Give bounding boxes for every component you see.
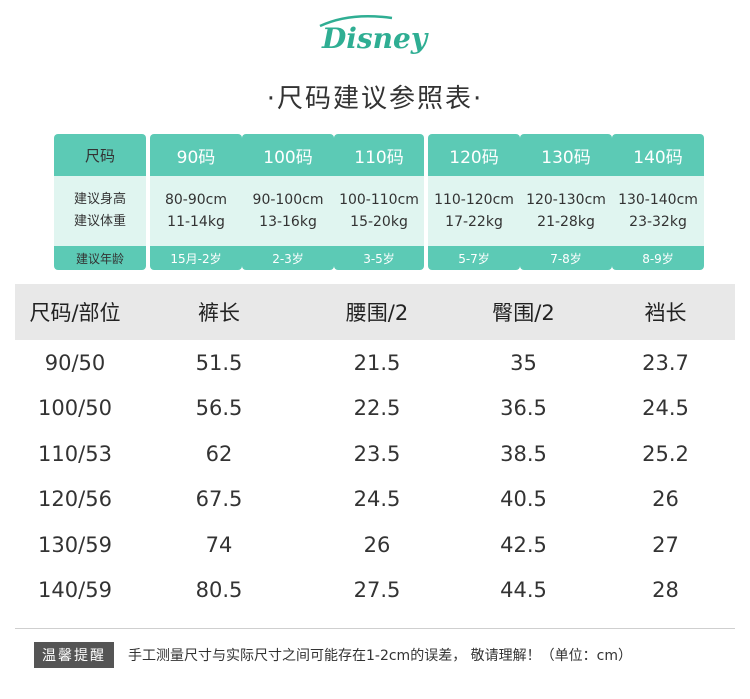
table-header: 尺码/部位 裤长 腰围/2 臀围/2 裆长 (15, 284, 735, 340)
table-cell: 23.5 (353, 441, 401, 466)
suggestion-column: 130码 120-130cm 21-28kg 7-8岁 (520, 134, 612, 270)
notice: 温馨提醒 手工测量尺寸与实际尺寸之间可能存在1-2cm的误差， 敬请理解！（单位… (34, 642, 632, 668)
suggestion-column: 90码 80-90cm 11-14kg 15月-2岁 (150, 134, 242, 270)
disney-logo: Disney (0, 8, 750, 60)
table-cell: 26 (363, 532, 391, 557)
table-cell: 27 (652, 532, 679, 557)
suggestion-column: 110码 100-110cm 15-20kg 3-5岁 (334, 134, 424, 270)
suggestion-column: 120码 110-120cm 17-22kg 5-7岁 (428, 134, 520, 270)
size-value: 90码 (150, 134, 242, 176)
height-label: 建议身高 (73, 192, 126, 207)
size-value: 120码 (428, 134, 520, 176)
suggestion-label-column: 尺码建议身高建议体重建议年龄 (54, 134, 146, 270)
size-label: 尺码 (54, 134, 146, 176)
height-value: 110-120cm (434, 192, 514, 208)
weight-value: 21-28kg (537, 214, 595, 230)
table-row: 140/59 80.5 27.5 44.5 28 (15, 568, 735, 614)
table-cell: 120/56 (38, 487, 112, 512)
table-cell: 36.5 (500, 396, 547, 421)
table-cell: 140/59 (38, 578, 112, 603)
weight-value: 11-14kg (167, 214, 225, 230)
table-cell: 130/59 (38, 532, 112, 557)
divider (15, 628, 735, 629)
size-value: 110码 (334, 134, 424, 176)
age-value: 3-5岁 (334, 246, 424, 270)
table-cell: 24.5 (353, 487, 401, 512)
suggestion-values: 100-110cm 15-20kg (334, 176, 424, 246)
column-header: 腰围/2 (345, 301, 409, 325)
table-cell: 67.5 (195, 487, 243, 512)
table-row: 130/59 74 26 42.5 27 (15, 522, 735, 568)
table-cell: 62 (205, 441, 233, 466)
measurement-table: 尺码/部位 裤长 腰围/2 臀围/2 裆长 90/50 51.5 21.5 35 23.7 100… (15, 284, 735, 613)
suggestion-values: 110-120cm 17-22kg (428, 176, 520, 246)
table-cell: 44.5 (500, 578, 547, 603)
column-header: 尺码/部位 (29, 301, 121, 325)
weight-label: 建议体重 (73, 214, 126, 229)
age-value: 5-7岁 (428, 246, 520, 270)
table-cell: 42.5 (500, 532, 547, 557)
table-cell: 24.5 (642, 396, 689, 421)
age-label: 建议年龄 (54, 246, 146, 270)
weight-value: 13-16kg (259, 214, 317, 230)
table-cell: 100/50 (38, 396, 112, 421)
table-cell: 26 (652, 487, 679, 512)
table-row: 100/50 56.5 22.5 36.5 24.5 (15, 386, 735, 432)
age-value: 7-8岁 (520, 246, 612, 270)
table-row: 110/53 62 23.5 38.5 25.2 (15, 431, 735, 477)
column-header: 裤长 (198, 301, 240, 325)
height-value: 90-100cm (252, 192, 324, 208)
table-cell: 23.7 (642, 350, 689, 375)
suggestion-values: 80-90cm 11-14kg (150, 176, 242, 246)
age-value: 15月-2岁 (150, 246, 242, 270)
height-value: 130-140cm (618, 192, 698, 208)
table-cell: 25.2 (642, 441, 689, 466)
height-value: 120-130cm (526, 192, 606, 208)
table-row: 90/50 51.5 21.5 35 23.7 (15, 340, 735, 386)
table-cell: 74 (205, 532, 233, 557)
table-cell: 80.5 (195, 578, 243, 603)
age-value: 2-3岁 (242, 246, 334, 270)
table-cell: 28 (652, 578, 679, 603)
table-cell: 51.5 (195, 350, 243, 375)
table-row: 120/56 67.5 24.5 40.5 26 (15, 477, 735, 523)
suggestion-values: 130-140cm 23-32kg (612, 176, 704, 246)
suggestion-column: 140码 130-140cm 23-32kg 8-9岁 (612, 134, 704, 270)
weight-value: 17-22kg (445, 214, 503, 230)
table-cell: 35 (510, 350, 537, 375)
table-cell: 27.5 (353, 578, 401, 603)
suggestion-values: 120-130cm 21-28kg (520, 176, 612, 246)
table-cell: 21.5 (353, 350, 401, 375)
size-value: 100码 (242, 134, 334, 176)
suggestion-labels: 建议身高 建议体重 (54, 176, 146, 246)
table-cell: 110/53 (38, 441, 112, 466)
logo-text: Disney (321, 22, 429, 55)
table-cell: 22.5 (353, 396, 401, 421)
size-suggestion-grid: 尺码 建议身高 建议体重 建议年龄 90码 80-90cm 11-14kg 15月-2岁 100… (54, 134, 704, 270)
page-title: ·尺码建议参照表· (266, 84, 484, 114)
weight-value: 23-32kg (629, 214, 687, 230)
weight-value: 15-20kg (350, 214, 408, 230)
size-value: 130码 (520, 134, 612, 176)
table-cell: 38.5 (500, 441, 547, 466)
height-value: 80-90cm (164, 192, 227, 208)
table-cell: 40.5 (500, 487, 547, 512)
age-value: 8-9岁 (612, 246, 704, 270)
column-header: 臀围/2 (492, 301, 555, 325)
size-value: 140码 (612, 134, 704, 176)
table-cell: 56.5 (195, 396, 243, 421)
table-cell: 90/50 (44, 350, 106, 375)
column-header: 裆长 (644, 301, 687, 325)
notice-text: 手工测量尺寸与实际尺寸之间可能存在1-2cm的误差， 敬请理解！（单位：cm） (128, 648, 632, 664)
notice-badge: 温馨提醒 (34, 642, 114, 668)
height-value: 100-110cm (339, 192, 419, 208)
suggestion-values: 90-100cm 13-16kg (242, 176, 334, 246)
suggestion-column: 100码 90-100cm 13-16kg 2-3岁 (242, 134, 334, 270)
